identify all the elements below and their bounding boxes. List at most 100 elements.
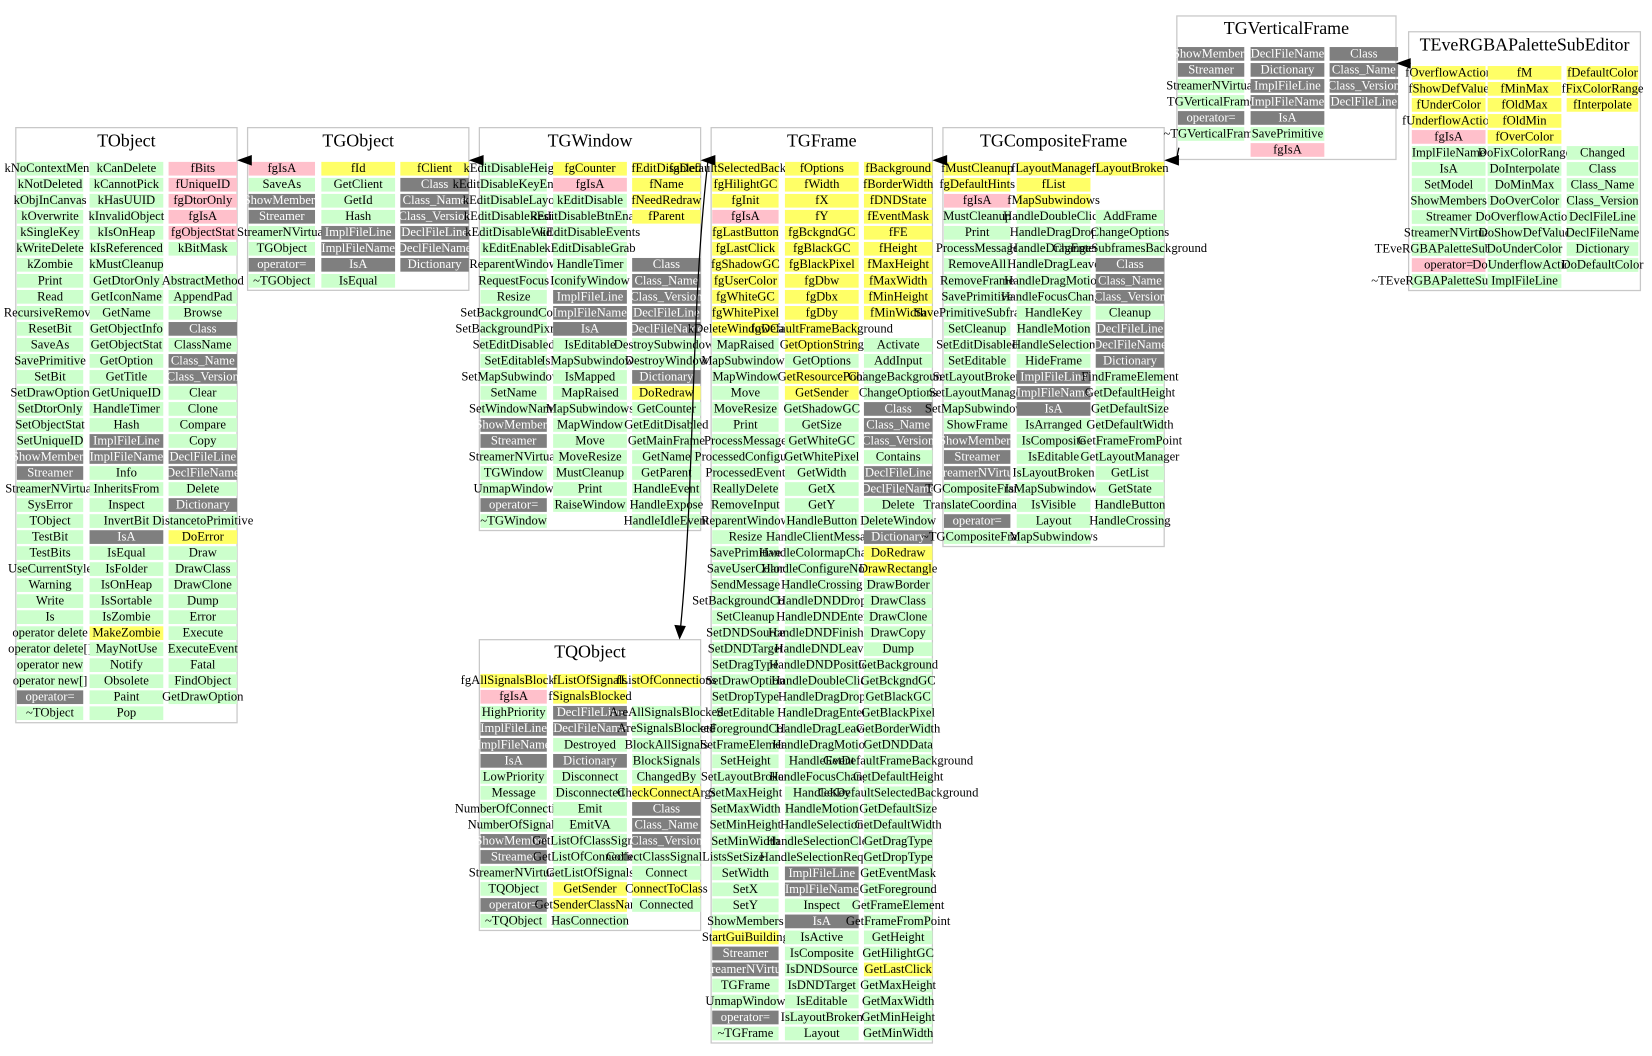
member-name: fEditDisabled [631,161,702,175]
member-name: Class_Version [1566,193,1639,207]
member-name: fgDefaultHints [939,177,1015,191]
member-cell [784,289,859,304]
member-cell [944,434,1011,448]
member-cell [712,834,779,849]
member-name: Streamer [1188,62,1234,76]
member-name: MapWindow [712,369,779,383]
member-name: kMustCleanup [89,257,163,271]
member-name: MapSubwindows [1009,529,1097,543]
member-cell [784,193,859,208]
member-cell [863,882,933,897]
member-name: AreAllSignalsBlocked [609,705,724,719]
edge [679,160,709,628]
member-cell [16,450,84,464]
member-name: fM [1517,65,1532,79]
member-cell [89,690,164,705]
member-cell [16,273,84,288]
member-name: SetModel [1424,177,1474,191]
member-name: DestroySubwindows [614,337,719,351]
member-cell [632,770,701,784]
member-cell [321,273,396,288]
member-name: fBackground [865,161,932,175]
member-name: Connected [639,897,694,911]
member-cell [632,289,701,304]
member-name: GetX [808,481,835,495]
member-name: GetBackground [858,658,939,672]
member-cell [632,466,701,480]
member-name: operator delete[] [8,642,92,656]
member-name: SetDragType [712,658,779,672]
member-cell [16,482,84,496]
member-name: SetLayoutBroken [701,770,791,784]
member-cell [168,418,238,432]
member-cell [1411,242,1486,256]
member-cell [168,306,238,320]
member-cell [632,402,701,416]
member-name: GetMaxWidth [862,994,935,1008]
member-cell [168,610,238,624]
member-name: Print [965,225,990,239]
member-name: fOverColor [1495,129,1554,143]
member-cell [553,770,627,784]
member-name: fNeedRedraw [631,193,702,207]
member-cell [553,322,627,336]
member-cell [712,594,779,608]
member-cell [712,161,779,176]
class-title: TGCompositeFrame [980,131,1127,151]
member-cell [784,994,859,1009]
member-cell [1250,127,1325,141]
member-name: fSignalsBlocked [548,689,632,703]
member-cell [480,402,547,416]
member-cell [1487,242,1562,256]
member-cell [863,994,933,1009]
member-cell [553,434,627,448]
member-name: GetId [344,193,373,207]
member-cell [1566,98,1639,112]
member-name: SetDtorOnly [18,401,83,415]
member-name: ImplFileName [90,449,164,463]
member-name: kEditDisableResize [464,209,564,223]
member-cell [1411,210,1486,224]
arrowhead [1164,155,1179,166]
member-cell [480,177,547,192]
member-name: HandleClientMessage [766,529,878,543]
member-cell [784,546,859,560]
member-name: Cleanup [1109,305,1151,319]
member-name: GetDefaultSelectedBackground [818,786,979,800]
member-cell [1566,194,1639,208]
member-name: kNoContextMenu [4,161,96,175]
member-name: GetWidth [797,465,847,479]
member-name: GetListOfConnections [533,849,647,863]
member-name: ImplFileLine [557,289,624,303]
member-cell [16,514,84,528]
member-name: Class_Name [634,273,698,287]
member-name: Message [492,785,537,799]
member-cell [944,225,1011,240]
member-name: HandleSelectionRequest [760,850,885,864]
member-name: Paint [113,690,139,704]
arrowhead [932,155,948,166]
member-cell [16,289,84,304]
member-cell [168,674,238,689]
member-cell [863,850,933,865]
member-cell [944,450,1011,464]
member-cell [1016,450,1091,464]
member-name: HandleCrossing [1089,513,1171,527]
member-cell [784,882,859,897]
member-cell [1016,482,1091,496]
member-cell [1016,322,1091,336]
member-name: StreamerNVirtual [469,449,559,463]
member-cell [944,418,1011,432]
member-cell [480,514,547,528]
member-cell [712,306,779,320]
member-name: Resize [497,289,531,303]
member-name: GetDefaultFrameBackground [823,754,974,768]
member-name: Browse [184,305,223,319]
member-cell [784,241,859,256]
member-cell [712,786,779,801]
member-name: GetListOfSignals [546,865,634,879]
member-cell [863,354,933,368]
member-name: kEditDisableLayout [463,193,565,207]
member-cell [632,818,701,832]
member-name: Print [578,481,603,495]
